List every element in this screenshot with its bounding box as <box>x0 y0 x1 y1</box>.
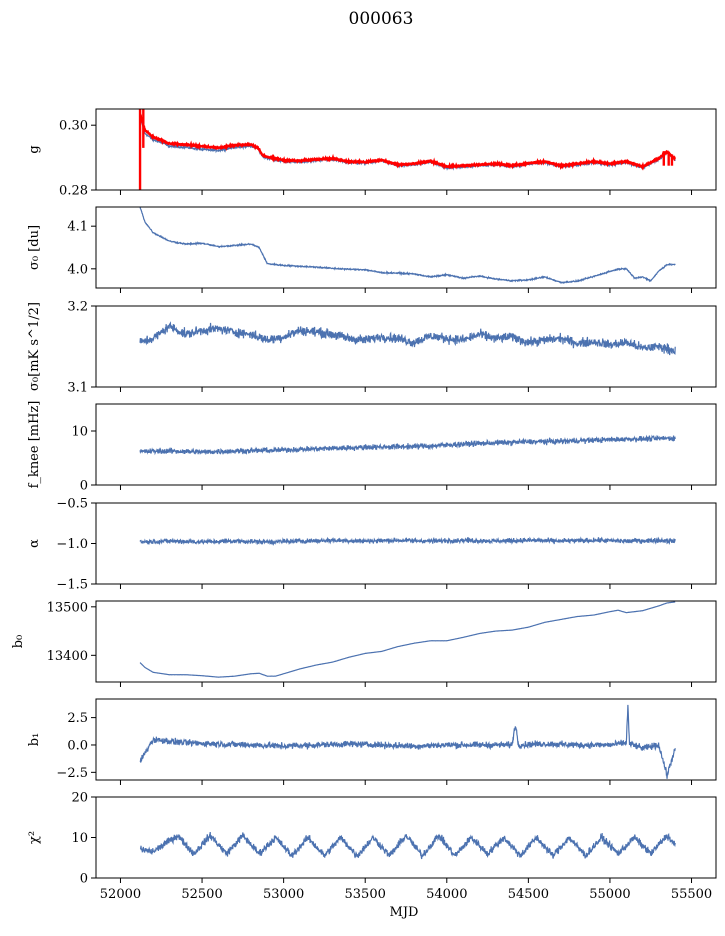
x-tick-label: 55000 <box>589 887 630 902</box>
subplot-7: −2.5 0.0 2.5 b₁ <box>27 698 717 785</box>
subplot-4: 0 10 f_knee [mHz] <box>27 401 717 494</box>
series-line-1 <box>139 831 676 860</box>
y-tick-label: 0.28 <box>59 184 88 199</box>
y-axis-label: σ₀ [du] <box>27 225 42 270</box>
subplot-1: 0.28 0.30 g <box>27 108 717 199</box>
subplot-6: 13400 13500 b₀ <box>11 600 717 687</box>
series-line-1 <box>139 321 676 356</box>
x-axis-label: MJD <box>390 905 419 920</box>
y-axis-label: b₀ <box>11 635 26 649</box>
y-tick-label: 13500 <box>47 600 88 615</box>
y-tick-label: 3.2 <box>67 300 88 315</box>
x-tick-label: 53000 <box>263 887 304 902</box>
y-tick-label: −2.5 <box>56 766 88 781</box>
y-tick-label: 20 <box>71 791 88 806</box>
axes-frame <box>95 206 717 289</box>
y-tick-label: 0 <box>80 872 88 887</box>
y-tick-label: 0 <box>80 479 88 494</box>
x-tick-label: 53500 <box>345 887 386 902</box>
series-line-2 <box>139 113 676 171</box>
x-tick-label: 54000 <box>426 887 467 902</box>
subplot-8: 0 10 20 52000 52500 53000 53500 54000 54500 55000… <box>27 791 717 920</box>
axes-frame <box>95 403 717 486</box>
y-tick-label: −0.5 <box>56 497 88 512</box>
y-tick-label: 4.0 <box>67 262 88 277</box>
subplot-2: 4.0 4.1 σ₀ [du] <box>27 206 717 293</box>
y-tick-label: 0.30 <box>59 119 88 134</box>
subplot-stack: 0.28 0.30 g 4.0 4.1 σ₀ [du] 3.1 3.2 σ₀[mK s^1/2]… <box>11 108 717 920</box>
y-axis-label: σ₀[mK s^1/2] <box>27 302 42 391</box>
subplot-3: 3.1 3.2 σ₀[mK s^1/2] <box>27 300 717 396</box>
y-axis-label: χ² <box>27 831 42 844</box>
y-tick-label: −1.0 <box>56 537 88 552</box>
series-line-1 <box>139 601 676 678</box>
series-line-1 <box>139 207 676 285</box>
axes-frame <box>95 305 717 388</box>
subplot-5: −1.5 −1.0 −0.5 α <box>27 497 717 593</box>
axes-frame <box>95 600 717 683</box>
x-tick-label: 54500 <box>508 887 549 902</box>
x-tick-label: 52000 <box>100 887 141 902</box>
y-tick-label: 0.0 <box>67 738 88 753</box>
axes-frame <box>95 108 717 191</box>
y-tick-label: −1.5 <box>56 578 88 593</box>
y-tick-label: 3.1 <box>67 381 88 396</box>
x-tick-label: 55500 <box>671 887 712 902</box>
y-tick-label: 10 <box>71 831 88 846</box>
y-axis-label: α <box>27 539 42 548</box>
series-line-1 <box>139 536 676 546</box>
axes-frame <box>95 698 717 781</box>
y-tick-label: 10 <box>71 425 88 440</box>
y-tick-label: 13400 <box>47 649 88 664</box>
y-axis-label: g <box>27 145 42 153</box>
series-line-1 <box>139 434 676 456</box>
y-tick-label: 4.1 <box>67 220 88 235</box>
y-axis-label: f_knee [mHz] <box>27 401 42 489</box>
series-line-1 <box>139 704 676 779</box>
figure-title: 000063 <box>349 9 414 29</box>
axes-frame <box>95 502 717 585</box>
y-axis-label: b₁ <box>27 733 42 747</box>
y-tick-label: 2.5 <box>67 711 88 726</box>
x-tick-label: 52500 <box>181 887 222 902</box>
